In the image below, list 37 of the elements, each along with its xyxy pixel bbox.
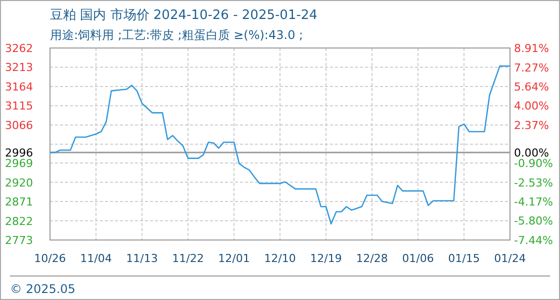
- y2-tick-label: 0.00%: [514, 146, 549, 160]
- chart-title: 豆粕 国内 市场价 2024-10-26 - 2025-01-24: [50, 8, 318, 23]
- x-tick-label: 01/24: [494, 252, 526, 265]
- y2-tick-label: -7.44%: [514, 234, 553, 247]
- y-tick-label: 2996: [5, 146, 33, 160]
- x-tick-label: 12/28: [356, 252, 388, 265]
- y2-tick-label: -4.17%: [514, 196, 553, 209]
- x-tick-label: 11/04: [80, 252, 112, 265]
- y-tick-label: 3115: [5, 100, 33, 113]
- y2-tick-label: 8.91%: [514, 42, 549, 55]
- y2-tick-label: 7.27%: [514, 61, 549, 74]
- text: © 2025.05: [10, 282, 76, 296]
- x-tick-label: 10/26: [34, 252, 66, 265]
- x-tick-label: 01/06: [402, 252, 434, 265]
- y2-tick-label: 5.64%: [514, 80, 549, 94]
- x-tick-label: 11/13: [126, 252, 158, 265]
- y-tick-label: 3066: [5, 118, 33, 132]
- x-tick-label: 12/10: [264, 252, 296, 265]
- y2-tick-label: -2.53%: [514, 176, 553, 190]
- y2-tick-label: 2.37%: [514, 118, 549, 132]
- y-tick-label: 2822: [5, 214, 33, 228]
- y2-tick-label: 4.00%: [514, 100, 549, 113]
- x-tick-label: 12/01: [218, 252, 250, 265]
- y-tick-label: 2969: [5, 157, 33, 170]
- y-tick-label: 2773: [5, 234, 33, 247]
- y-tick-label: 3213: [5, 61, 33, 74]
- y-tick-label: 2920: [5, 176, 33, 190]
- y-tick-label: 3262: [5, 42, 33, 55]
- y2-tick-label: -5.80%: [514, 214, 553, 228]
- y2-tick-label: -0.90%: [514, 157, 553, 170]
- x-tick-label: 11/22: [172, 252, 204, 265]
- chart-subtitle: 用途:饲料用 ;工艺:带皮 ;粗蛋白质 ≥(%):43.0 ;: [50, 28, 304, 42]
- y-tick-label: 3164: [5, 80, 33, 94]
- y-tick-label: 2871: [5, 196, 33, 209]
- x-tick-label: 01/15: [448, 252, 480, 265]
- x-tick-label: 12/19: [310, 252, 342, 265]
- line-series: [49, 65, 511, 225]
